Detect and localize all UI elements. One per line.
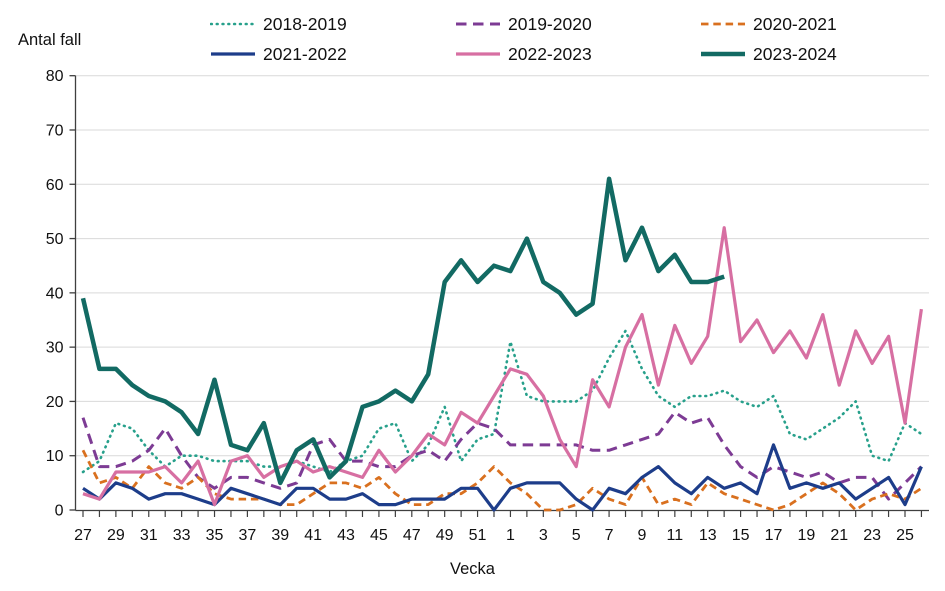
series-line-2021-2022 (82, 443, 923, 512)
y-tick-label-0: 0 (55, 503, 64, 520)
legend-swatch-2021-2022 (210, 46, 256, 62)
y-axis-title: Antal fall (18, 31, 82, 49)
legend-item-2020-2021: 2020-2021 (700, 13, 837, 35)
series-line-2022-2023 (82, 226, 923, 507)
x-tick-label-w27: 27 (74, 527, 92, 544)
x-tick-label-w13: 13 (699, 527, 717, 544)
x-axis-title: Vecka (450, 560, 495, 578)
x-tick-label-w15: 15 (732, 527, 750, 544)
x-tick-label-w17: 17 (765, 527, 783, 544)
x-tick-label-w5: 5 (572, 527, 581, 544)
y-tick-label-80: 80 (46, 68, 64, 85)
legend-item-2023-2024: 2023-2024 (700, 43, 837, 65)
x-tick-label-w25: 25 (896, 527, 914, 544)
y-tick-label-20: 20 (46, 394, 64, 411)
x-tick-label-w7: 7 (605, 527, 614, 544)
x-tick-label-w31: 31 (140, 527, 158, 544)
x-tick-label-w43: 43 (337, 527, 355, 544)
x-tick-label-w49: 49 (436, 527, 454, 544)
series-line-2018-2019 (81, 329, 923, 474)
legend-swatch-2018-2019 (209, 16, 257, 32)
y-tick-label-70: 70 (46, 122, 64, 139)
legend-swatch-2019-2020 (455, 16, 501, 32)
legend-item-2019-2020: 2019-2020 (455, 13, 592, 35)
legend: 2018-2019 2019-2020 2020-2021 2021-2022 2022… (0, 0, 945, 70)
x-tick-label-w29: 29 (107, 527, 125, 544)
x-tick-label-w39: 39 (271, 527, 289, 544)
legend-swatch-2022-2023 (455, 46, 501, 62)
legend-label-2019-2020: 2019-2020 (508, 13, 592, 34)
x-tick-label-w45: 45 (370, 527, 388, 544)
y-tick-label-10: 10 (46, 448, 64, 465)
y-tick-label-60: 60 (46, 177, 64, 194)
legend-label-2018-2019: 2018-2019 (263, 13, 347, 34)
series-line-2023-2024 (80, 176, 725, 486)
y-tick-label-50: 50 (46, 231, 64, 248)
series-line-2020-2021 (81, 449, 923, 512)
legend-item-2021-2022: 2021-2022 (210, 43, 347, 65)
legend-label-2023-2024: 2023-2024 (753, 43, 837, 64)
x-tick-label-w3: 3 (539, 527, 548, 544)
x-tick-label-w9: 9 (638, 527, 647, 544)
y-tick-label-40: 40 (46, 285, 64, 302)
x-tick-label-w23: 23 (863, 527, 881, 544)
legend-item-2022-2023: 2022-2023 (455, 43, 592, 65)
x-tick-label-w37: 37 (239, 527, 257, 544)
legend-item-2018-2019: 2018-2019 (209, 13, 347, 35)
y-tick-label-30: 30 (46, 340, 64, 357)
x-tick-label-w11: 11 (667, 527, 684, 544)
x-tick-label-w41: 41 (304, 527, 322, 544)
x-tick-label-w35: 35 (206, 527, 224, 544)
x-tick-label-w51: 51 (469, 527, 487, 544)
legend-swatch-2020-2021 (700, 16, 746, 32)
legend-label-2020-2021: 2020-2021 (753, 13, 837, 34)
x-tick-label-w33: 33 (173, 527, 191, 544)
legend-label-2022-2023: 2022-2023 (508, 43, 592, 64)
x-tick-label-w1: 1 (506, 527, 515, 544)
legend-swatch-2023-2024 (700, 46, 746, 62)
legend-label-2021-2022: 2021-2022 (263, 43, 347, 64)
x-tick-label-w21: 21 (830, 527, 848, 544)
x-tick-label-w19: 19 (797, 527, 815, 544)
x-tick-label-w47: 47 (403, 527, 421, 544)
